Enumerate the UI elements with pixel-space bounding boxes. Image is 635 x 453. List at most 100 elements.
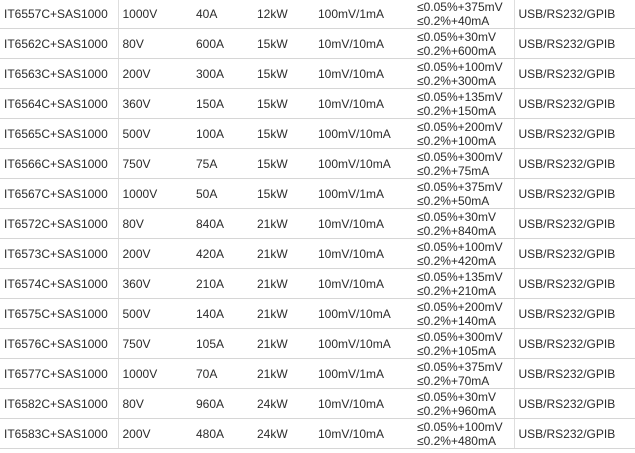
cell-interface: USB/RS232/GPIB [514, 88, 635, 119]
accuracy-current-line: ≤0.2%+210mA [417, 283, 496, 298]
accuracy-current-line: ≤0.2%+140mA [417, 313, 496, 328]
accuracy-current-line: ≤0.2%+420mA [417, 253, 496, 268]
cell-current: 105A [192, 328, 253, 359]
cell-current: 600A [192, 28, 253, 59]
cell-voltage: 500V [118, 118, 192, 149]
cell-accuracy: ≤0.05%+135mV ≤0.2%+150mA [413, 88, 515, 119]
table-row: IT6574C+SAS1000 360V 210A 21kW 10mV/10mA… [0, 268, 635, 299]
cell-current: 70A [192, 358, 253, 389]
accuracy-voltage-line: ≤0.05%+100mV [417, 59, 503, 74]
cell-power: 15kW [253, 118, 314, 149]
cell-accuracy: ≤0.05%+200mV ≤0.2%+100mA [413, 118, 515, 149]
cell-power: 21kW [253, 358, 314, 389]
cell-power: 15kW [253, 178, 314, 209]
cell-accuracy: ≤0.05%+375mV ≤0.2%+50mA [413, 178, 515, 209]
cell-resolution: 10mV/10mA [314, 58, 413, 89]
cell-voltage: 1000V [118, 0, 192, 29]
cell-voltage: 1000V [118, 358, 192, 389]
table-row: IT6566C+SAS1000 750V 75A 15kW 100mV/10mA… [0, 148, 635, 179]
cell-current: 210A [192, 268, 253, 299]
accuracy-current-line: ≤0.2%+75mA [417, 163, 490, 178]
cell-accuracy: ≤0.05%+300mV ≤0.2%+105mA [413, 328, 515, 359]
accuracy-voltage-line: ≤0.05%+375mV [417, 179, 503, 194]
cell-resolution: 100mV/10mA [314, 328, 413, 359]
cell-interface: USB/RS232/GPIB [514, 358, 635, 389]
cell-model: IT6566C+SAS1000 [0, 148, 119, 179]
accuracy-voltage-line: ≤0.05%+30mV [417, 29, 496, 44]
table-row: IT6567C+SAS1000 1000V 50A 15kW 100mV/1mA… [0, 178, 635, 209]
cell-power: 21kW [253, 238, 314, 269]
cell-voltage: 80V [118, 208, 192, 239]
cell-interface: USB/RS232/GPIB [514, 418, 635, 449]
cell-current: 960A [192, 388, 253, 419]
accuracy-current-line: ≤0.2%+300mA [417, 73, 496, 88]
cell-current: 150A [192, 88, 253, 119]
accuracy-current-line: ≤0.2%+960mA [417, 403, 496, 418]
cell-voltage: 750V [118, 328, 192, 359]
cell-model: IT6577C+SAS1000 [0, 358, 119, 389]
cell-power: 15kW [253, 88, 314, 119]
cell-model: IT6575C+SAS1000 [0, 298, 119, 329]
cell-current: 300A [192, 58, 253, 89]
table-row: IT6565C+SAS1000 500V 100A 15kW 100mV/10m… [0, 118, 635, 149]
accuracy-current-line: ≤0.2%+150mA [417, 103, 496, 118]
cell-accuracy: ≤0.05%+100mV ≤0.2%+480mA [413, 418, 515, 449]
cell-model: IT6573C+SAS1000 [0, 238, 119, 269]
cell-voltage: 500V [118, 298, 192, 329]
table-row: IT6583C+SAS1000 200V 480A 24kW 10mV/10mA… [0, 418, 635, 449]
cell-interface: USB/RS232/GPIB [514, 178, 635, 209]
cell-voltage: 360V [118, 268, 192, 299]
cell-voltage: 80V [118, 28, 192, 59]
table-row: IT6572C+SAS1000 80V 840A 21kW 10mV/10mA … [0, 208, 635, 239]
cell-accuracy: ≤0.05%+100mV ≤0.2%+300mA [413, 58, 515, 89]
cell-interface: USB/RS232/GPIB [514, 0, 635, 29]
cell-model: IT6583C+SAS1000 [0, 418, 119, 449]
accuracy-voltage-line: ≤0.05%+100mV [417, 239, 503, 254]
cell-power: 24kW [253, 418, 314, 449]
cell-current: 840A [192, 208, 253, 239]
cell-accuracy: ≤0.05%+375mV ≤0.2%+70mA [413, 358, 515, 389]
cell-resolution: 100mV/1mA [314, 178, 413, 209]
cell-current: 100A [192, 118, 253, 149]
accuracy-voltage-line: ≤0.05%+375mV [417, 0, 503, 14]
cell-model: IT6564C+SAS1000 [0, 88, 119, 119]
cell-current: 75A [192, 148, 253, 179]
cell-resolution: 100mV/10mA [314, 148, 413, 179]
cell-resolution: 10mV/10mA [314, 28, 413, 59]
cell-resolution: 10mV/10mA [314, 88, 413, 119]
cell-accuracy: ≤0.05%+135mV ≤0.2%+210mA [413, 268, 515, 299]
cell-resolution: 10mV/10mA [314, 208, 413, 239]
cell-power: 15kW [253, 58, 314, 89]
cell-current: 40A [192, 0, 253, 29]
cell-power: 12kW [253, 0, 314, 29]
accuracy-voltage-line: ≤0.05%+30mV [417, 209, 496, 224]
accuracy-voltage-line: ≤0.05%+30mV [417, 389, 496, 404]
cell-accuracy: ≤0.05%+300mV ≤0.2%+75mA [413, 148, 515, 179]
cell-accuracy: ≤0.05%+200mV ≤0.2%+140mA [413, 298, 515, 329]
cell-voltage: 1000V [118, 178, 192, 209]
accuracy-current-line: ≤0.2%+100mA [417, 133, 496, 148]
accuracy-current-line: ≤0.2%+600mA [417, 43, 496, 58]
cell-voltage: 200V [118, 418, 192, 449]
cell-resolution: 10mV/10mA [314, 268, 413, 299]
cell-resolution: 10mV/10mA [314, 418, 413, 449]
cell-power: 21kW [253, 298, 314, 329]
accuracy-voltage-line: ≤0.05%+300mV [417, 329, 503, 344]
accuracy-voltage-line: ≤0.05%+300mV [417, 149, 503, 164]
table-row: IT6564C+SAS1000 360V 150A 15kW 10mV/10mA… [0, 88, 635, 119]
cell-accuracy: ≤0.05%+30mV ≤0.2%+600mA [413, 28, 515, 59]
cell-voltage: 360V [118, 88, 192, 119]
cell-interface: USB/RS232/GPIB [514, 118, 635, 149]
cell-power: 24kW [253, 388, 314, 419]
cell-resolution: 100mV/10mA [314, 298, 413, 329]
cell-resolution: 10mV/10mA [314, 238, 413, 269]
cell-power: 21kW [253, 268, 314, 299]
cell-current: 480A [192, 418, 253, 449]
accuracy-voltage-line: ≤0.05%+100mV [417, 419, 503, 434]
cell-resolution: 100mV/10mA [314, 118, 413, 149]
cell-model: IT6582C+SAS1000 [0, 388, 119, 419]
cell-voltage: 750V [118, 148, 192, 179]
